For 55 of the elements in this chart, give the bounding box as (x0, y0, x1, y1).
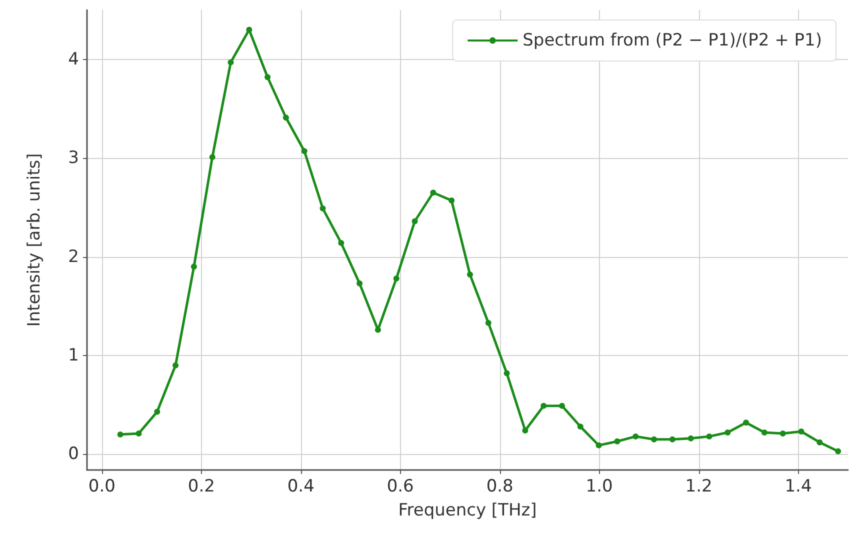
x-tick-label: 0.6 (386, 476, 414, 496)
point (485, 320, 492, 326)
point (504, 370, 510, 376)
point (117, 431, 124, 438)
point (356, 280, 363, 286)
point (632, 433, 639, 440)
point (320, 205, 326, 212)
point (282, 114, 289, 121)
point (798, 428, 804, 434)
point (596, 442, 602, 448)
point (780, 430, 786, 436)
y-axis-title: Intensity [arb. units] (24, 153, 44, 327)
point (651, 436, 658, 442)
x-tick-label: 1.2 (685, 476, 712, 496)
y-tick-label: 1 (68, 345, 79, 366)
point (688, 435, 694, 442)
x-tick-label: 0.4 (287, 476, 314, 496)
point (430, 190, 436, 196)
point (228, 59, 234, 66)
point (669, 436, 676, 442)
point (338, 240, 344, 246)
point (393, 276, 400, 282)
point (301, 148, 308, 154)
point (264, 74, 271, 80)
x-tick-label: 1.4 (784, 476, 812, 496)
point (761, 429, 768, 436)
point (412, 218, 418, 224)
x-tick-label: 1.0 (586, 476, 613, 496)
point (724, 429, 731, 436)
x-tick-label: 0.2 (188, 476, 215, 496)
y-tick-label: 3 (68, 148, 79, 168)
point (154, 408, 160, 415)
point (136, 430, 142, 436)
point (743, 420, 750, 426)
point (448, 198, 455, 204)
point (835, 448, 842, 454)
point (540, 402, 547, 409)
point (706, 433, 712, 440)
y-tick-label: 4 (68, 49, 79, 70)
point (209, 154, 216, 160)
point (577, 424, 584, 430)
point (522, 428, 528, 434)
point (614, 438, 620, 444)
x-axis-title: Frequency [THz] (398, 500, 537, 520)
legend-label: Spectrum from (P2 − P1)/(P2 + P1) (522, 30, 822, 50)
point (559, 402, 566, 409)
point (246, 26, 252, 33)
point (172, 362, 179, 368)
x-tick-label: 0.8 (486, 476, 514, 496)
y-tick-label: 2 (68, 246, 79, 267)
x-tick-label: 0.0 (88, 476, 116, 496)
point (466, 272, 473, 278)
point (816, 439, 823, 446)
y-tick-label: 0 (68, 444, 79, 464)
point (190, 264, 197, 270)
